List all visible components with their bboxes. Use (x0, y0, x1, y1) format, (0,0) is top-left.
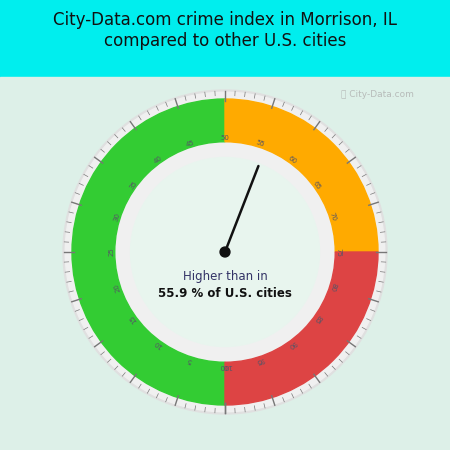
Wedge shape (72, 99, 225, 405)
Wedge shape (225, 252, 378, 405)
Text: 55.9 % of U.S. cities: 55.9 % of U.S. cities (158, 288, 292, 300)
Text: 10: 10 (153, 339, 163, 349)
Text: 55: 55 (255, 140, 265, 148)
Text: 30: 30 (112, 212, 121, 222)
Text: 100: 100 (218, 363, 232, 369)
Text: 95: 95 (255, 356, 266, 364)
Text: 80: 80 (329, 282, 338, 292)
Circle shape (65, 92, 385, 412)
Text: City-Data.com crime index in Morrison, IL
compared to other U.S. cities: City-Data.com crime index in Morrison, I… (53, 11, 397, 50)
Text: 70: 70 (329, 212, 338, 222)
Circle shape (63, 90, 387, 414)
Bar (0, 0, 450, 76)
Text: 75: 75 (336, 248, 342, 256)
Circle shape (220, 247, 230, 257)
Text: 40: 40 (153, 155, 163, 165)
Text: 50: 50 (220, 135, 230, 141)
Text: 5: 5 (187, 357, 193, 364)
Text: 25: 25 (108, 248, 114, 256)
Text: 20: 20 (112, 282, 121, 292)
Text: 45: 45 (185, 140, 195, 148)
Text: 90: 90 (287, 339, 297, 349)
Text: 35: 35 (128, 180, 138, 190)
Text: 60: 60 (287, 155, 297, 165)
Text: Higher than in: Higher than in (183, 270, 267, 283)
Bar (0, 76, 450, 450)
Text: 65: 65 (312, 180, 322, 190)
Text: ⓘ City-Data.com: ⓘ City-Data.com (341, 90, 414, 99)
Text: 15: 15 (128, 314, 138, 324)
Circle shape (130, 158, 320, 346)
Wedge shape (225, 99, 378, 252)
Text: 85: 85 (312, 314, 322, 324)
Text: 0: 0 (223, 363, 227, 369)
